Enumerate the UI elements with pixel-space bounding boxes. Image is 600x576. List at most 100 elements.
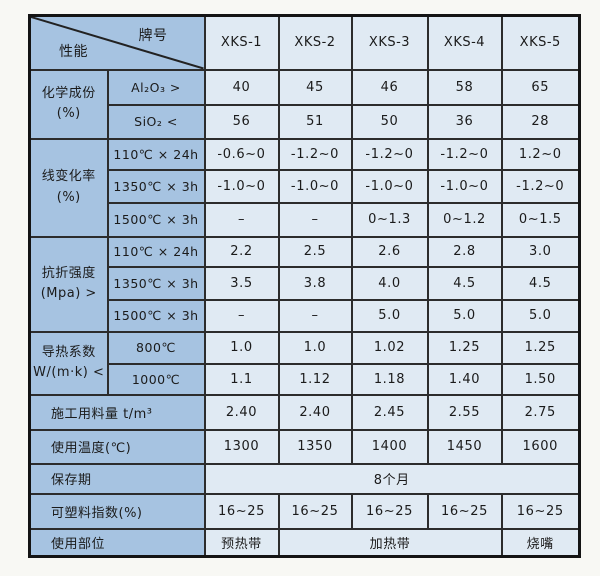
value-cell: 51 [277, 103, 353, 140]
value-cell: 3.8 [277, 265, 353, 301]
value-cell: 1.25 [426, 330, 503, 365]
row-label-plasticity-index: 可塑料指数(%) [28, 492, 206, 530]
value-cell: 65 [500, 68, 581, 106]
table-row: 线变化率 (%) 110℃ × 24h -0.6~0 -1.2~0 -1.2~0… [28, 137, 581, 238]
value-cell: 4.0 [350, 265, 429, 301]
value-cell: 3.5 [203, 265, 280, 301]
value-cell: 1.50 [500, 362, 581, 396]
product-spec-table: 牌号 性能 XKS-1 XKS-2 XKS-3 XKS-4 XKS-5 化学成份… [28, 14, 581, 558]
value-cell: -1.0~0 [350, 168, 429, 204]
row-label-chemical-composition: 化学成份 (%) [28, 68, 109, 140]
value-cell: -1.2~0 [277, 137, 353, 171]
value-cell: 2.6 [350, 235, 429, 268]
col-header-xks-2: XKS-2 [277, 14, 353, 71]
col-header-xks-3: XKS-3 [350, 14, 429, 71]
value-cell: – [203, 298, 280, 333]
value-cell: -1.2~0 [426, 137, 503, 171]
value-cell: 5.0 [426, 298, 503, 333]
shelf-life-value-cell: 8个月 [203, 462, 581, 495]
corner-brand-label: 牌号 [138, 28, 168, 44]
value-cell: 5.0 [350, 298, 429, 333]
table-row: 使用部位 预热带 加热带 烧嘴 [28, 527, 581, 558]
sub-label-800c: 800℃ [106, 330, 206, 365]
table-row: 1000℃ 1.1 1.12 1.18 1.40 1.50 [30, 362, 581, 396]
value-cell: 2.40 [277, 393, 353, 431]
value-cell: 1.12 [277, 362, 353, 396]
diagonal-divider [31, 17, 204, 69]
value-cell: 1.0 [277, 330, 353, 365]
value-cell: 2.75 [500, 393, 581, 431]
col-header-xks-4: XKS-4 [426, 14, 503, 71]
value-cell: 0~1.2 [426, 201, 503, 238]
value-cell: 16~25 [426, 492, 503, 530]
value-cell: 4.5 [426, 265, 503, 301]
sub-label-110c-24h: 110℃ × 24h [106, 137, 206, 171]
table-row: 可塑料指数(%) 16~25 16~25 16~25 16~25 16~25 [28, 492, 581, 530]
value-cell: 0~1.5 [500, 201, 581, 238]
value-cell: 56 [203, 103, 280, 140]
col-header-xks-5: XKS-5 [500, 14, 581, 71]
value-cell: 16~25 [203, 492, 280, 530]
row-label-material-usage: 施工用料量 t/m³ [28, 393, 206, 431]
sub-label-al2o3: Al₂O₃ > [106, 68, 206, 106]
value-cell: 2.2 [203, 235, 280, 268]
value-cell: 4.5 [500, 265, 581, 301]
table-row: 1350℃ × 3h -1.0~0 -1.0~0 -1.0~0 -1.0~0 -… [30, 168, 581, 204]
value-cell: 1.18 [350, 362, 429, 396]
value-cell: – [277, 298, 353, 333]
value-cell: 1450 [426, 428, 503, 465]
zone-heating-cell: 加热带 [277, 527, 503, 558]
value-cell: 58 [426, 68, 503, 106]
table-row: 抗折强度 (Mpa) > 110℃ × 24h 2.2 2.5 2.6 2.8 … [28, 235, 581, 333]
value-cell: – [203, 201, 280, 238]
zone-preheat-cell: 预热带 [203, 527, 280, 558]
value-cell: 1600 [500, 428, 581, 465]
zone-burner-cell: 烧嘴 [500, 527, 581, 558]
table-row: 1500℃ × 3h – – 5.0 5.0 5.0 [30, 298, 581, 333]
value-cell: 16~25 [500, 492, 581, 530]
table-row: 1500℃ × 3h – – 0~1.3 0~1.2 0~1.5 [30, 201, 581, 238]
value-cell: -1.2~0 [500, 168, 581, 204]
value-cell: 2.5 [277, 235, 353, 268]
sub-label-1350c-3h: 1350℃ × 3h [106, 265, 206, 301]
value-cell: 2.40 [203, 393, 280, 431]
table-row: 使用温度(℃) 1300 1350 1400 1450 1600 [28, 428, 581, 465]
value-cell: 46 [350, 68, 429, 106]
spec-table-sheet: 牌号 性能 XKS-1 XKS-2 XKS-3 XKS-4 XKS-5 化学成份… [28, 14, 581, 558]
value-cell: 16~25 [350, 492, 429, 530]
col-header-xks-1: XKS-1 [203, 14, 280, 71]
corner-performance-label: 性能 [59, 43, 88, 60]
value-cell: 1.0 [203, 330, 280, 365]
value-cell: 45 [277, 68, 353, 106]
value-cell: 28 [500, 103, 581, 140]
row-label-service-temperature: 使用温度(℃) [28, 428, 206, 465]
row-label-shelf-life: 保存期 [28, 462, 206, 495]
table-row: 保存期 8个月 [28, 462, 581, 495]
value-cell: 2.8 [426, 235, 503, 268]
table-row: 化学成份 (%) Al₂O₃ > 40 45 46 58 65 [28, 68, 581, 140]
value-cell: 2.45 [350, 393, 429, 431]
value-cell: -1.2~0 [350, 137, 429, 171]
value-cell: 1400 [350, 428, 429, 465]
value-cell: -1.0~0 [426, 168, 503, 204]
row-label-flexural-strength: 抗折强度 (Mpa) > [28, 235, 109, 333]
table-row: 导热系数 W/(m·k) < 800℃ 1.0 1.0 1.02 1.25 1.… [28, 330, 581, 396]
header-row: 牌号 性能 XKS-1 XKS-2 XKS-3 XKS-4 XKS-5 [28, 14, 581, 71]
value-cell: 1.25 [500, 330, 581, 365]
table-row: 1350℃ × 3h 3.5 3.8 4.0 4.5 4.5 [30, 265, 581, 301]
value-cell: 50 [350, 103, 429, 140]
value-cell: 5.0 [500, 298, 581, 333]
row-label-linear-change: 线变化率 (%) [28, 137, 109, 238]
sub-label-1000c: 1000℃ [106, 362, 206, 396]
value-cell: 1.40 [426, 362, 503, 396]
value-cell: 36 [426, 103, 503, 140]
sub-label-1500c-3h: 1500℃ × 3h [106, 298, 206, 333]
sub-label-110c-24h: 110℃ × 24h [106, 235, 206, 268]
value-cell: -0.6~0 [203, 137, 280, 171]
value-cell: -1.0~0 [277, 168, 353, 204]
value-cell: 1.02 [350, 330, 429, 365]
row-label-thermal-conductivity: 导热系数 W/(m·k) < [28, 330, 109, 396]
table-row: 施工用料量 t/m³ 2.40 2.40 2.45 2.55 2.75 [28, 393, 581, 431]
value-cell: 1.2~0 [500, 137, 581, 171]
value-cell: 1300 [203, 428, 280, 465]
